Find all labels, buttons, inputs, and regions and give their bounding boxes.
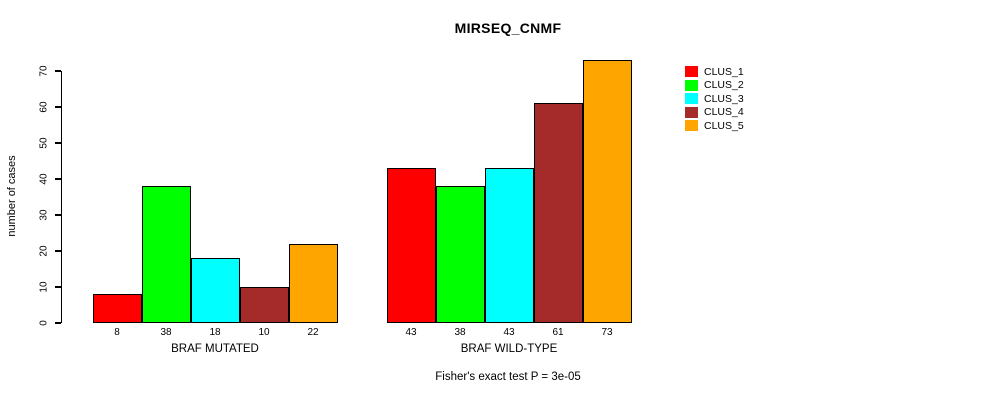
bar-value-label: 73	[601, 327, 613, 338]
legend-item: CLUS_3	[685, 92, 744, 106]
legend-label: CLUS_4	[704, 106, 744, 119]
bar-clus_2-1	[141, 186, 191, 323]
bar-clus_1-2	[386, 168, 436, 323]
bar-value-label: 10	[258, 327, 270, 338]
bar-clus_4-1	[239, 287, 289, 323]
legend-item: CLUS_2	[685, 79, 744, 93]
legend: CLUS_1 CLUS_2 CLUS_3 CLUS_4 CLUS_5	[685, 65, 744, 133]
y-tick-label: 20	[38, 245, 50, 257]
legend-item: CLUS_1	[685, 65, 744, 79]
bar-value-label: 8	[114, 327, 120, 338]
bar-clus_3-2	[484, 168, 534, 323]
fisher-test-annotation: Fisher's exact test P = 3e-05	[435, 371, 581, 383]
legend-label: CLUS_3	[704, 92, 744, 105]
y-tick-label: 40	[38, 173, 50, 185]
y-axis-line	[61, 71, 63, 323]
group-label: BRAF WILD-TYPE	[460, 343, 558, 355]
y-axis-label: number of cases	[6, 155, 18, 237]
chart-title: MIRSEQ_CNMF	[454, 20, 562, 36]
y-tick	[55, 106, 61, 108]
bar-value-label: 18	[209, 327, 221, 338]
legend-label: CLUS_2	[704, 79, 744, 92]
bar-value-label: 43	[405, 327, 417, 338]
legend-label: CLUS_5	[704, 119, 744, 132]
legend-swatch-clus_1	[685, 66, 698, 78]
bar-clus_5-1	[288, 243, 338, 323]
y-tick-label: 0	[38, 320, 50, 326]
y-tick-label: 50	[38, 137, 50, 149]
bar-clus_1-1	[92, 294, 142, 323]
bar-value-label: 38	[160, 327, 172, 338]
y-tick	[55, 250, 61, 252]
legend-item: CLUS_5	[685, 119, 744, 133]
legend-label: CLUS_1	[704, 65, 744, 78]
legend-swatch-clus_3	[685, 93, 698, 105]
y-tick-label: 60	[38, 101, 50, 113]
bar-value-label: 38	[454, 327, 466, 338]
legend-swatch-clus_5	[685, 120, 698, 132]
bar-clus_5-2	[582, 60, 632, 323]
y-tick-label: 10	[38, 281, 50, 293]
y-tick-label: 30	[38, 209, 50, 221]
y-tick	[55, 322, 61, 324]
legend-swatch-clus_2	[685, 79, 698, 91]
y-tick-label: 70	[38, 65, 50, 77]
legend-swatch-clus_4	[685, 106, 698, 118]
y-tick	[55, 286, 61, 288]
y-tick	[55, 70, 61, 72]
bar-clus_2-2	[435, 186, 485, 323]
legend-item: CLUS_4	[685, 106, 744, 120]
group-label: BRAF MUTATED	[171, 343, 259, 355]
y-tick	[55, 214, 61, 216]
bar-clus_3-1	[190, 258, 240, 323]
y-tick	[55, 178, 61, 180]
y-tick	[55, 142, 61, 144]
bar-value-label: 43	[503, 327, 515, 338]
bar-value-label: 22	[307, 327, 319, 338]
bar-clus_4-2	[533, 103, 583, 323]
bar-value-label: 61	[552, 327, 564, 338]
